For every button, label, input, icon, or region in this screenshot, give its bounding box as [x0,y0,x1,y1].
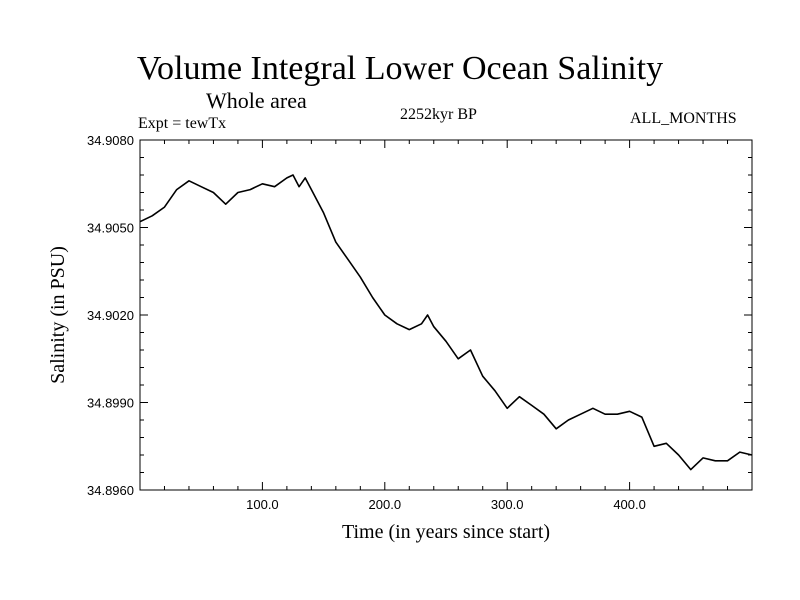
salinity-series-line [139,174,753,471]
x-axis-label: Time (in years since start) [342,521,550,543]
period-label: 2252kyr BP [400,106,477,123]
x-tick-label: 200.0 [369,497,402,512]
y-tick-label: 34.9050 [87,221,134,236]
y-tick-label: 34.9020 [87,308,134,323]
chart-subtitle: Whole area [206,88,307,113]
axis-tick-labels: 100.0 200.0 300.0 400.0 34.8960 34.8990 34.902… [87,133,646,512]
plot-frame [139,139,753,491]
x-tick-label: 300.0 [491,497,524,512]
axis-ticks [140,140,752,490]
y-tick-label: 34.8990 [87,396,134,411]
months-label: ALL_MONTHS [630,110,737,127]
y-tick-label: 34.9080 [87,133,134,148]
y-tick-label: 34.8960 [87,483,134,498]
y-axis-label: Salinity (in PSU) [47,246,69,384]
x-tick-label: 400.0 [613,497,646,512]
x-tick-label: 100.0 [246,497,279,512]
chart-title: Volume Integral Lower Ocean Salinity [136,50,664,87]
experiment-label: Expt = tewTx [138,115,227,132]
